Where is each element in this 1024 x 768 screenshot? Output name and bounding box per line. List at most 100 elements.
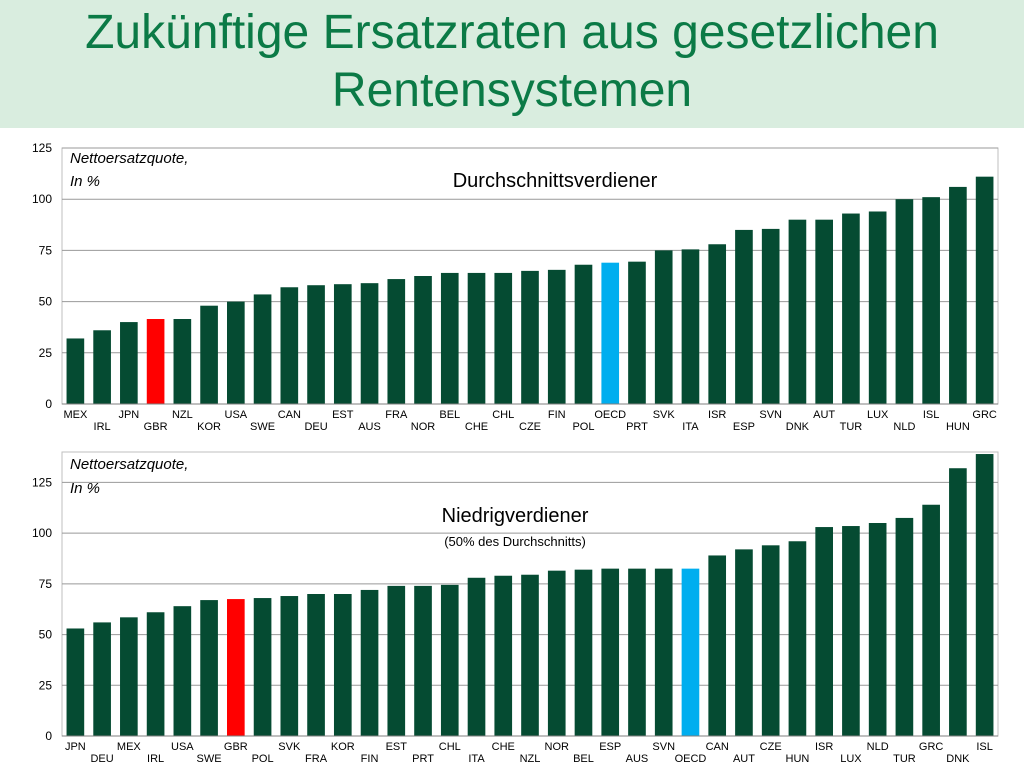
x-tick-label-tur: TUR [840,421,863,433]
bar-oecd [681,568,700,736]
x-tick-label-nzl: NZL [520,753,541,765]
x-tick-label-isr: ISR [708,409,726,421]
chart-note-line-1: Nettoersatzquote, [70,150,188,167]
bar-esp [735,229,753,404]
bar-isl [922,197,940,404]
x-tick-label-mex: MEX [117,741,142,753]
x-tick-label-cze: CZE [760,741,782,753]
x-tick-label-usa: USA [171,741,194,753]
bar-fra [387,279,406,404]
y-tick-label-100: 100 [32,192,52,206]
bar-chl [440,584,459,736]
x-tick-label-hun: HUN [946,421,970,433]
x-tick-label-che: CHE [465,421,488,433]
title-band [0,0,1024,128]
bar-svn [654,568,673,736]
bar-mex [120,617,138,736]
bar-jpn [120,322,138,404]
x-tick-label-nld: NLD [867,741,889,753]
x-tick-label-deu: DEU [304,421,327,433]
x-tick-label-jpn: JPN [118,409,139,421]
y-tick-label-75: 75 [39,577,53,591]
y-tick-label-100: 100 [32,526,52,540]
bar-svk [280,596,299,736]
x-tick-label-prt: PRT [626,421,648,433]
bar-dnk [949,468,967,736]
bar-chl [494,272,513,404]
x-tick-label-dnk: DNK [786,421,810,433]
bar-nor [414,276,432,404]
x-tick-label-isr: ISR [815,741,833,753]
bar-kor [200,305,218,404]
bar-cze [521,270,539,404]
slide-title-line-1: Zukünftige Ersatzraten aus gesetzlichen [85,6,939,59]
bar-irl [93,330,111,404]
bar-prt [628,261,646,404]
slide-title: Zukünftige Ersatzraten aus gesetzlichen … [0,4,1024,120]
x-tick-label-pol: POL [252,753,274,765]
x-tick-label-nld: NLD [893,421,915,433]
x-tick-label-isl: ISL [923,409,940,421]
x-tick-label-svk: SVK [278,741,301,753]
x-tick-label-irl: IRL [94,421,111,433]
y-tick-label-25: 25 [39,346,53,360]
x-tick-label-fra: FRA [305,753,328,765]
x-tick-label-hun: HUN [786,753,810,765]
y-tick-label-25: 25 [39,678,53,692]
bar-can [708,555,727,736]
x-tick-label-nzl: NZL [172,409,193,421]
bar-aus [360,283,379,404]
x-tick-label-oecd: OECD [675,753,707,765]
x-tick-label-ita: ITA [682,421,699,433]
bar-swe [253,294,272,404]
x-tick-label-svk: SVK [653,409,676,421]
chart-title: Durchschnittsverdiener [453,170,658,192]
bar-hun [949,186,967,404]
bar-isl [975,454,994,736]
bar-can [280,287,299,404]
x-tick-label-est: EST [386,741,408,753]
bar-lux [868,211,887,404]
bar-est [333,284,352,404]
bar-isr [815,527,833,736]
chart-title: Niedrigverdiener [442,505,589,527]
x-tick-label-grc: GRC [972,409,997,421]
y-tick-label-0: 0 [45,729,52,743]
slide-title-line-2: Rentensystemen [331,64,693,117]
x-tick-label-prt: PRT [412,753,434,765]
bar-esp [601,568,620,736]
x-tick-label-gbr: GBR [144,421,168,433]
bar-mex [66,338,85,404]
bar-nld [895,199,914,404]
y-tick-label-50: 50 [39,295,53,309]
x-tick-label-bel: BEL [573,753,594,765]
x-tick-label-nor: NOR [545,741,570,753]
y-tick-label-50: 50 [39,628,53,642]
bar-svn [761,228,780,404]
bar-irl [146,612,165,736]
bar-usa [227,301,245,404]
x-tick-label-esp: ESP [599,741,621,753]
x-tick-label-isl: ISL [976,741,993,753]
bar-deu [307,285,325,404]
bar-bel [440,272,459,404]
x-tick-label-pol: POL [572,421,594,433]
chart-low-earners: Nettoersatzquote, In % Niedrigverdiener … [32,451,999,765]
x-tick-label-dnk: DNK [946,753,970,765]
bar-usa [173,606,192,736]
x-tick-label-jpn: JPN [65,741,86,753]
x-tick-label-deu: DEU [90,753,113,765]
bar-cze [761,545,780,736]
bar-oecd [601,262,620,404]
bar-bel [574,569,593,736]
bar-swe [200,600,218,736]
bar-nzl [173,319,192,404]
chart-subtitle: (50% des Durchschnitts) [444,534,586,549]
x-tick-label-chl: CHL [492,409,514,421]
bar-nld [868,523,887,736]
bar-est [387,585,406,736]
bar-che [467,272,486,404]
x-tick-label-usa: USA [225,409,248,421]
y-tick-label-125: 125 [32,141,52,155]
x-tick-label-swe: SWE [197,753,222,765]
